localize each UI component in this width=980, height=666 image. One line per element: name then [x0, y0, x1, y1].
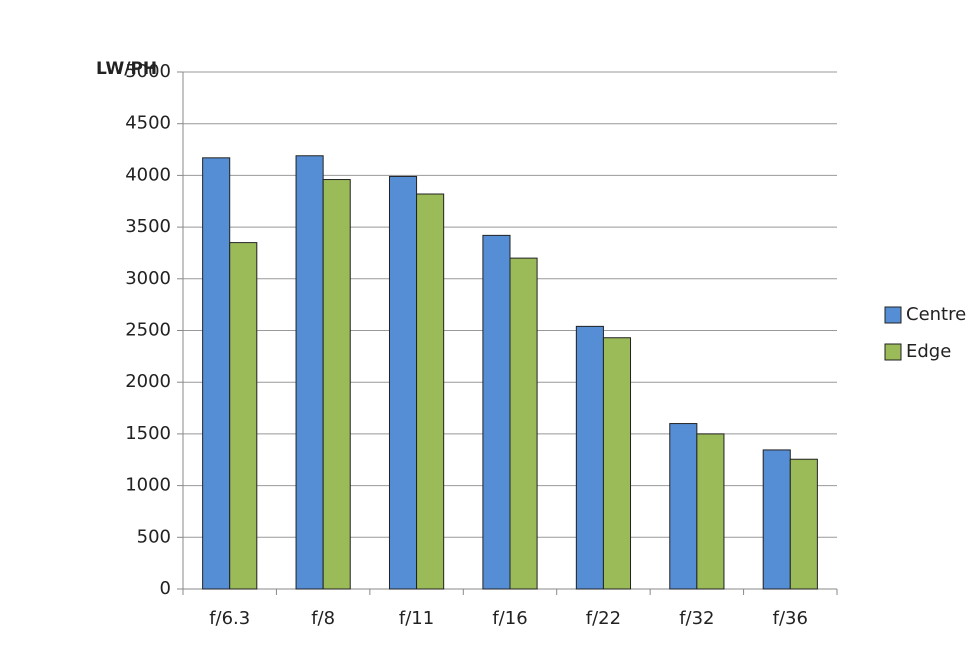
y-tick-label: 2500 — [125, 320, 171, 341]
bar — [789, 458, 818, 590]
y-tick-label: 0 — [160, 578, 171, 599]
y-tick-label: 2000 — [125, 371, 171, 392]
legend-swatch — [884, 306, 902, 324]
x-tick-label: f/36 — [773, 608, 808, 629]
bar — [295, 155, 324, 590]
bar — [229, 242, 258, 590]
bar — [416, 193, 445, 590]
bar — [602, 337, 632, 590]
legend-label: Edge — [906, 341, 951, 362]
bar — [202, 157, 231, 590]
y-tick-label: 3000 — [125, 268, 171, 289]
legend-label: Centre — [906, 304, 966, 325]
x-tick-label: f/16 — [492, 608, 527, 629]
y-tick-label: 4000 — [125, 164, 171, 185]
bar — [696, 433, 725, 590]
bar — [575, 325, 604, 590]
y-tick-label: 3500 — [125, 216, 171, 237]
legend-swatch — [884, 343, 902, 361]
y-tick-label: 1500 — [125, 423, 171, 444]
y-tick-label: 1000 — [125, 475, 171, 496]
bar — [322, 179, 351, 590]
bar — [509, 257, 538, 590]
bar — [762, 449, 791, 590]
x-tick-label: f/6.3 — [209, 608, 250, 629]
bar — [669, 423, 698, 590]
y-tick-label: 5000 — [125, 61, 171, 82]
bar — [388, 175, 418, 590]
y-tick-label: 4500 — [125, 113, 171, 134]
y-tick-label: 500 — [137, 526, 171, 547]
x-tick-label: f/22 — [586, 608, 621, 629]
x-tick-label: f/8 — [311, 608, 335, 629]
y-axis-label: LW/PH — [96, 59, 157, 79]
x-tick-label: f/11 — [399, 608, 434, 629]
bar — [482, 234, 511, 590]
x-tick-label: f/32 — [679, 608, 714, 629]
